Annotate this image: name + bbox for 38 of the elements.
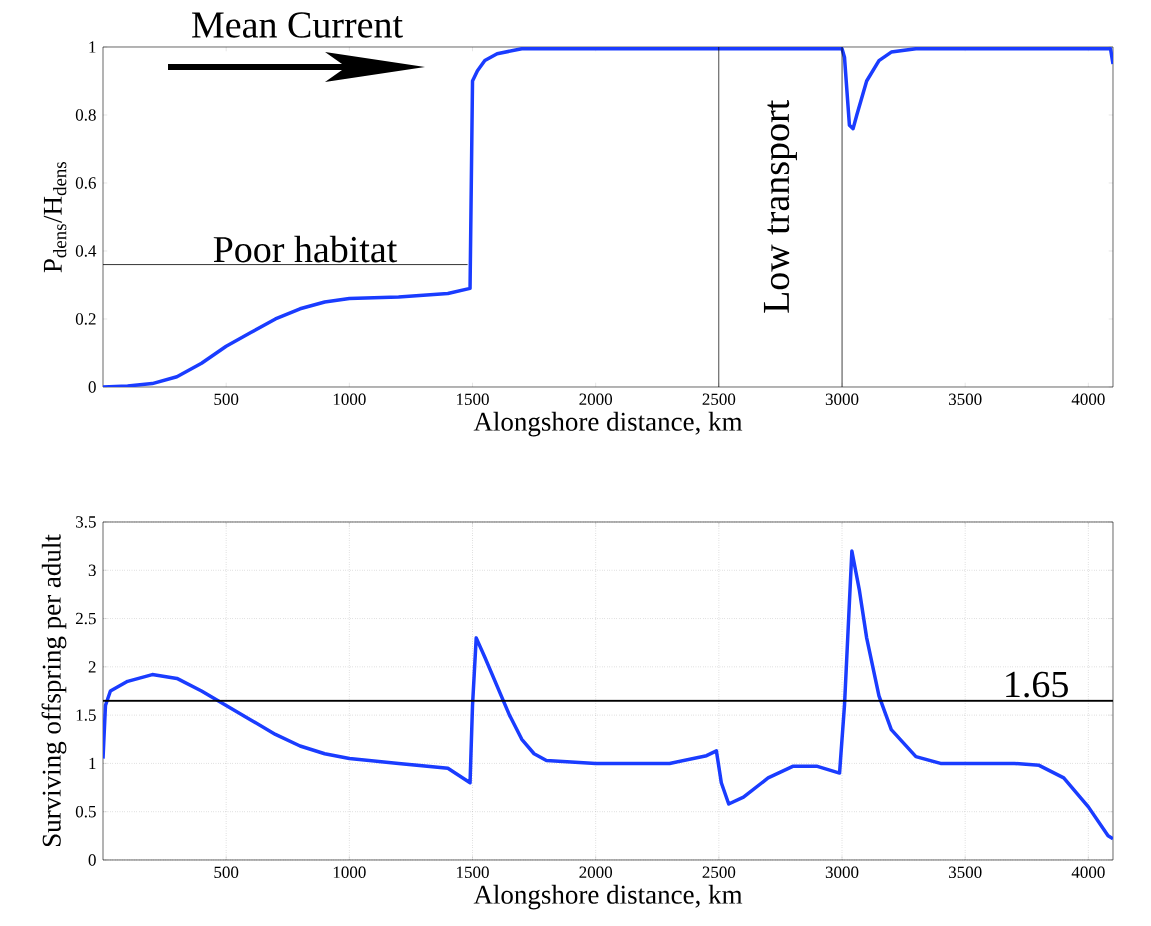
y-tick-label: 0 bbox=[88, 854, 96, 866]
x-tick-label: 2500 bbox=[702, 393, 736, 405]
x-tick-label: 1500 bbox=[457, 866, 489, 878]
y-tick-label: 1.5 bbox=[76, 709, 96, 721]
text: Mean Current bbox=[192, 12, 403, 38]
x-tick-label: 3000 bbox=[825, 393, 859, 405]
x-tick-label: 4000 bbox=[1071, 866, 1105, 878]
y-tick-label: 2.5 bbox=[75, 612, 96, 625]
ref-line-label: 1.65 bbox=[1006, 671, 1068, 698]
y-tick-label: 1 bbox=[89, 757, 96, 770]
y-axis-title: Surviving offspring per adult bbox=[41, 534, 67, 847]
x-tick-label: 2000 bbox=[579, 866, 613, 878]
y-tick-label: 0.6 bbox=[75, 177, 96, 189]
x-tick-label: 4000 bbox=[1071, 393, 1105, 405]
y-tick-label: 0.2 bbox=[75, 313, 96, 325]
y-tick-label: 3 bbox=[88, 564, 96, 576]
x-tick-label: 500 bbox=[214, 393, 239, 405]
annotation: Low transport bbox=[763, 99, 797, 313]
x-tick-label: 1000 bbox=[333, 393, 366, 405]
y-tick-label: 0.5 bbox=[75, 805, 96, 818]
y-tick-label: 0 bbox=[88, 381, 96, 393]
y-axis-title: P$_{dens}$/H$_{dens}$ bbox=[43, 162, 67, 273]
x-tick-label: 2000 bbox=[579, 393, 613, 405]
annotation: Poor habitat bbox=[213, 235, 398, 263]
x-axis-title: Alongshore distance, km bbox=[473, 884, 743, 910]
x-tick-label: 3500 bbox=[949, 393, 982, 405]
x-tick-label: 1000 bbox=[333, 866, 366, 878]
x-tick-label: 3000 bbox=[825, 866, 859, 878]
x-tick-label: 2500 bbox=[702, 866, 736, 878]
x-tick-label: 3500 bbox=[949, 866, 982, 878]
y-tick-label: 1 bbox=[89, 41, 96, 53]
y-tick-label: 2 bbox=[88, 661, 96, 673]
x-tick-label: 1500 bbox=[457, 393, 489, 405]
x-tick-label: 500 bbox=[214, 866, 239, 878]
x-axis-title: Alongshore distance, km bbox=[473, 411, 743, 437]
y-tick-label: 3.5 bbox=[76, 516, 96, 528]
y-tick-label: 0.8 bbox=[75, 109, 96, 121]
y-tick-label: 0.4 bbox=[75, 245, 97, 257]
